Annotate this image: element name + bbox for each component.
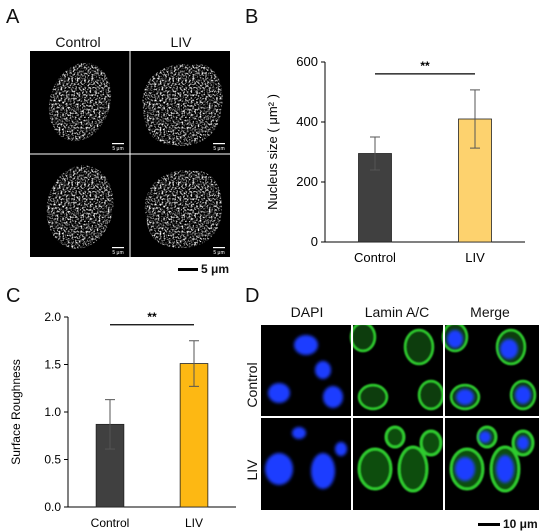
- inset-scale-label-1: 5 μm: [112, 146, 123, 152]
- micrograph-lamin-control: [349, 325, 445, 411]
- panel-a-letter: A: [6, 6, 20, 28]
- chart-c-category-label: LIV: [185, 516, 203, 530]
- panel-d-col-label-lamin: Lamin A/C: [364, 304, 430, 320]
- chart-b-y-tick-label: 400: [296, 114, 318, 129]
- inset-scale-label-3: 5 μm: [112, 250, 123, 256]
- panel-a-col-label-liv: LIV: [170, 34, 192, 50]
- chart-b-category-label: Control: [354, 250, 396, 265]
- micrograph-dapi-control: [268, 335, 343, 408]
- micrograph-dapi-liv: [265, 427, 347, 489]
- panel-d-col-label-merge: Merge: [470, 304, 510, 320]
- inset-scale-label-4: 5 μm: [213, 250, 224, 256]
- chart-b-significance-label: **: [420, 59, 430, 73]
- panel-c-letter: C: [6, 285, 21, 307]
- chart-b: 0 200 400 600 Nucleus size ( μm² ) Control LIV…: [265, 54, 525, 265]
- chart-b-y-tick-label: 0: [311, 234, 318, 249]
- panel-a-col-label-control: Control: [55, 34, 101, 50]
- chart-c-y-tick-label: 0.5: [44, 453, 61, 467]
- panel-d-micrograph-grid: [261, 325, 539, 510]
- chart-c-significance-label: **: [147, 310, 157, 324]
- micrograph-merge-control: [441, 325, 537, 411]
- chart-c-category-label: Control: [91, 516, 130, 530]
- chart-c-y-tick-label: 0.0: [44, 500, 61, 514]
- panel-d-letter: D: [245, 285, 260, 307]
- micrograph-merge-liv: [449, 425, 535, 493]
- panel-d-row-label-liv: LIV: [244, 459, 260, 481]
- micrograph-lamin-liv: [357, 425, 443, 493]
- panel-b-letter: B: [245, 6, 259, 28]
- chart-c-y-tick-label: 1.0: [44, 405, 61, 419]
- chart-c: 0.0 0.5 1.0 1.5 2.0 Surface Roughness Control L…: [9, 310, 236, 530]
- panel-d-col-label-dapi: DAPI: [290, 304, 324, 320]
- chart-c-y-tick-label: 2.0: [44, 310, 61, 324]
- panel-d-scale-bar: [478, 523, 500, 526]
- chart-b-y-tick-label: 200: [296, 174, 318, 189]
- chart-c-bar-liv: [179, 363, 209, 508]
- chart-b-y-axis-label: Nucleus size ( μm² ): [265, 94, 280, 210]
- chart-c-y-tick-label: 1.5: [44, 358, 61, 372]
- panel-a-scale-label: 5 μm: [201, 262, 230, 276]
- chart-b-y-tick-label: 600: [296, 54, 318, 69]
- panel-a-scale-bar: [178, 268, 198, 271]
- panel-a-micrograph-grid: 5 μm 5 μm 5 μm 5 μm: [30, 51, 230, 257]
- panel-d-scale-label: 10 μm: [503, 517, 538, 531]
- chart-c-y-axis-label: Surface Roughness: [9, 359, 23, 464]
- panel-d-row-label-control: Control: [244, 362, 260, 408]
- inset-scale-label-2: 5 μm: [213, 146, 224, 152]
- chart-b-category-label: LIV: [465, 250, 485, 265]
